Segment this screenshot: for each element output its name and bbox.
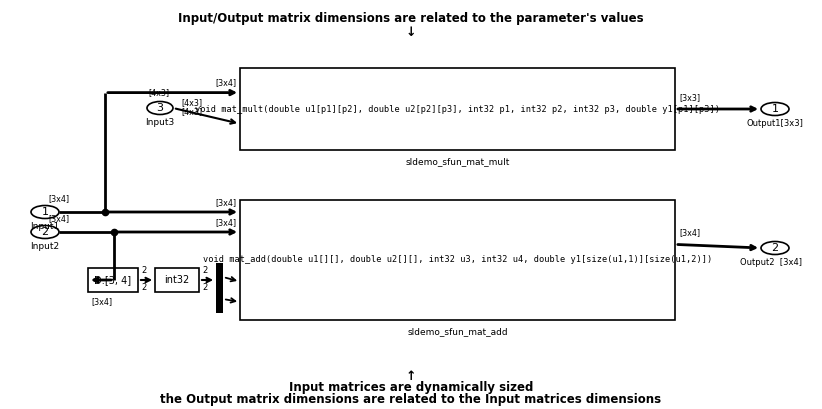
Text: D:[3, 4]: D:[3, 4]: [95, 275, 132, 285]
Text: 1: 1: [772, 104, 778, 114]
Text: ↑: ↑: [406, 370, 416, 383]
Ellipse shape: [761, 103, 789, 115]
Text: [3x4]: [3x4]: [679, 228, 700, 237]
Text: void mat_add(double u1[][], double u2[][], int32 u3, int32 u4, double y1[size(u1: void mat_add(double u1[][], double u2[][…: [203, 256, 712, 265]
Text: [3x4]: [3x4]: [91, 297, 112, 306]
Text: Output2  [3x4]: Output2 [3x4]: [740, 258, 802, 267]
Ellipse shape: [31, 205, 59, 218]
Text: Input2: Input2: [30, 242, 59, 251]
Ellipse shape: [147, 101, 173, 115]
Text: 2: 2: [41, 227, 48, 237]
Text: [4x3]: [4x3]: [181, 99, 202, 108]
Text: [3x4]: [3x4]: [215, 218, 236, 227]
Text: Input1: Input1: [30, 222, 60, 231]
Text: [4x3]: [4x3]: [149, 88, 169, 97]
Bar: [240, 68, 675, 150]
Text: 1: 1: [41, 207, 48, 217]
Text: ↓: ↓: [406, 26, 416, 39]
Text: void mat_mult(double u1[p1][p2], double u2[p2][p3], int32 p1, int32 p2, int32 p3: void mat_mult(double u1[p1][p2], double …: [195, 105, 720, 114]
Text: int32: int32: [164, 275, 190, 285]
Text: 3: 3: [156, 103, 164, 113]
Text: 2: 2: [202, 266, 207, 275]
Text: Input/Output matrix dimensions are related to the parameter's values: Input/Output matrix dimensions are relat…: [178, 12, 644, 25]
Text: 2: 2: [141, 283, 146, 292]
Bar: [240, 200, 675, 320]
Text: 2: 2: [771, 243, 778, 253]
Text: Output1[3x3]: Output1[3x3]: [746, 119, 803, 128]
Bar: [216, 263, 223, 313]
Text: [3x4]: [3x4]: [48, 214, 69, 223]
Text: the Output matrix dimensions are related to the Input matrices dimensions: the Output matrix dimensions are related…: [160, 393, 662, 406]
Text: [4x3]: [4x3]: [181, 108, 202, 117]
Bar: [155, 268, 199, 292]
Text: Input matrices are dynamically sized: Input matrices are dynamically sized: [289, 381, 533, 394]
Text: 2: 2: [141, 266, 146, 275]
Text: Input3: Input3: [145, 118, 174, 127]
Text: sldemo_sfun_mat_add: sldemo_sfun_mat_add: [407, 327, 508, 336]
Text: sldemo_sfun_mat_mult: sldemo_sfun_mat_mult: [405, 157, 510, 166]
Ellipse shape: [761, 241, 789, 254]
Bar: [88, 268, 138, 292]
Text: [3x3]: [3x3]: [679, 93, 700, 102]
Text: 2: 2: [202, 283, 207, 292]
Ellipse shape: [31, 225, 59, 238]
Text: [3x4]: [3x4]: [48, 194, 69, 203]
Text: [3x4]: [3x4]: [215, 79, 236, 88]
Text: [3x4]: [3x4]: [215, 198, 236, 207]
